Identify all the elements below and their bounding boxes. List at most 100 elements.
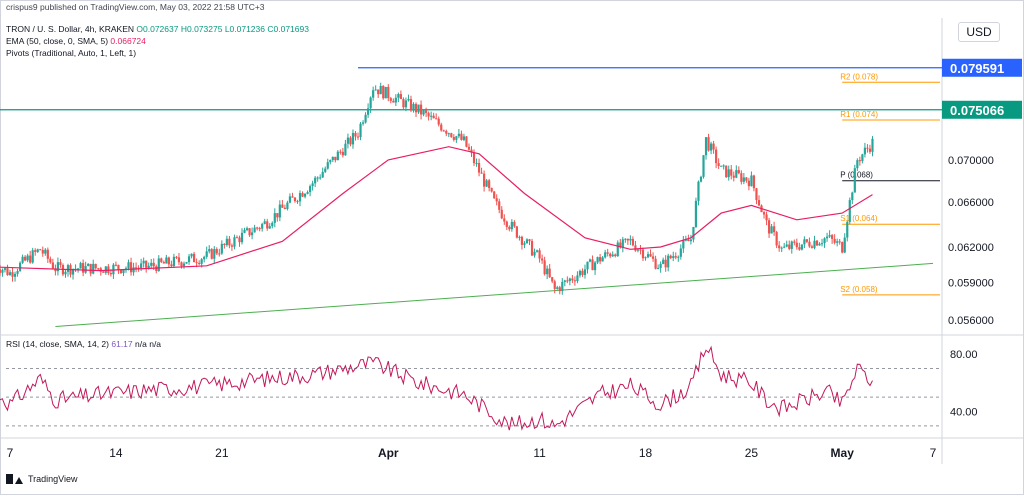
candle-body — [561, 281, 564, 292]
candle-body — [684, 239, 687, 241]
candle-body — [165, 257, 168, 264]
candle-body — [392, 100, 395, 103]
horizontal-line-price-tag-0 — [942, 58, 1022, 77]
candle-body — [445, 130, 448, 134]
candle-body — [157, 258, 160, 272]
candle-body — [119, 269, 123, 274]
candle-body — [187, 256, 191, 263]
candle-body — [288, 196, 292, 203]
candle-body — [664, 259, 667, 268]
candle-body — [200, 259, 203, 264]
candle-body — [750, 175, 753, 187]
rsi-tick-label-1: 80.00 — [950, 349, 978, 361]
candle-body — [452, 137, 455, 140]
candle-body — [646, 254, 650, 258]
candle-body — [8, 272, 12, 275]
candle-body — [866, 147, 869, 149]
candle-body — [384, 86, 387, 99]
candle-body — [394, 97, 397, 103]
candle-body — [783, 246, 786, 248]
candle-body — [780, 247, 783, 249]
candle-body — [742, 177, 745, 182]
candle-body — [462, 136, 466, 140]
tradingview-brand[interactable]: TradingView — [6, 474, 78, 484]
rsi-value: 61.17 — [111, 339, 133, 349]
currency-button[interactable]: USD — [958, 22, 1000, 42]
candle-body — [344, 143, 347, 156]
ema-line — [0, 146, 873, 272]
candle-body — [488, 180, 491, 189]
candle-body — [848, 200, 851, 222]
symbol-legend: TRON / U. S. Dollar, 4h, KRAKEN O0.07263… — [6, 24, 309, 34]
rsi-legend: RSI (14, close, SMA, 14, 2) 61.17 n/a n/… — [6, 339, 161, 349]
publisher-line: crispus9 published on TradingView.com, M… — [6, 2, 265, 12]
candle-body — [707, 137, 710, 151]
candle-body — [334, 156, 337, 161]
candle-body — [296, 201, 299, 203]
candle-body — [470, 149, 473, 153]
candle-body — [692, 226, 695, 240]
candle-body — [538, 250, 541, 259]
candle-body — [614, 254, 617, 257]
rsi-label: RSI (14, close, SMA, 14, 2) — [6, 339, 109, 349]
candle-body — [172, 256, 176, 266]
candle-body — [34, 250, 37, 252]
price-tick-label-2: 0.062000 — [948, 242, 994, 254]
candle-body — [331, 156, 334, 161]
candle-body — [54, 268, 57, 272]
candle-body — [788, 244, 791, 249]
candle-body — [243, 229, 246, 233]
time-tick-label-3: Apr — [378, 446, 399, 460]
candle-body — [321, 171, 324, 178]
candle-body — [573, 280, 576, 282]
candle-body — [346, 137, 350, 144]
candle-body — [250, 232, 254, 236]
candle-body — [704, 137, 708, 156]
candle-body — [142, 260, 145, 264]
candle-body — [324, 168, 327, 172]
candle-body — [306, 192, 309, 194]
candle-body — [853, 168, 856, 193]
candle-body — [800, 244, 803, 250]
candle-body — [240, 232, 244, 243]
candle-body — [379, 85, 382, 95]
candle-body — [770, 226, 773, 234]
candle-body — [215, 249, 218, 254]
candle-body — [46, 249, 49, 259]
candle-body — [815, 240, 819, 246]
candle-body — [283, 207, 286, 209]
candle-body — [745, 177, 748, 181]
candle-body — [767, 220, 771, 234]
candle-body — [31, 250, 34, 263]
candle-body — [546, 268, 549, 275]
candle-body — [205, 251, 208, 257]
horizontal-line-price-label-1: 0.075066 — [950, 103, 1004, 118]
candle-body — [94, 263, 97, 269]
candle-body — [0, 269, 2, 273]
candle-body — [271, 222, 274, 227]
candle-body — [36, 249, 39, 252]
open-value: O0.072637 — [136, 24, 179, 34]
candle-body — [851, 192, 854, 201]
candle-body — [402, 99, 405, 108]
candle-body — [354, 132, 357, 137]
candle-body — [568, 278, 571, 282]
candle-body — [16, 271, 19, 274]
candle-body — [195, 262, 198, 264]
candle-body — [422, 110, 425, 115]
candle-body — [102, 271, 105, 273]
candle-body — [626, 238, 629, 241]
time-tick-label-4: 11 — [533, 446, 546, 460]
candle-body — [407, 99, 410, 101]
candle-body — [341, 151, 344, 156]
candle-body — [649, 254, 652, 257]
candle-body — [669, 255, 672, 259]
candle-body — [389, 98, 392, 101]
candle-body — [18, 262, 22, 271]
candle-body — [551, 277, 554, 282]
candle-body — [525, 239, 529, 244]
candle-body — [604, 252, 607, 258]
candle-body — [583, 269, 587, 275]
candle-body — [735, 170, 738, 178]
